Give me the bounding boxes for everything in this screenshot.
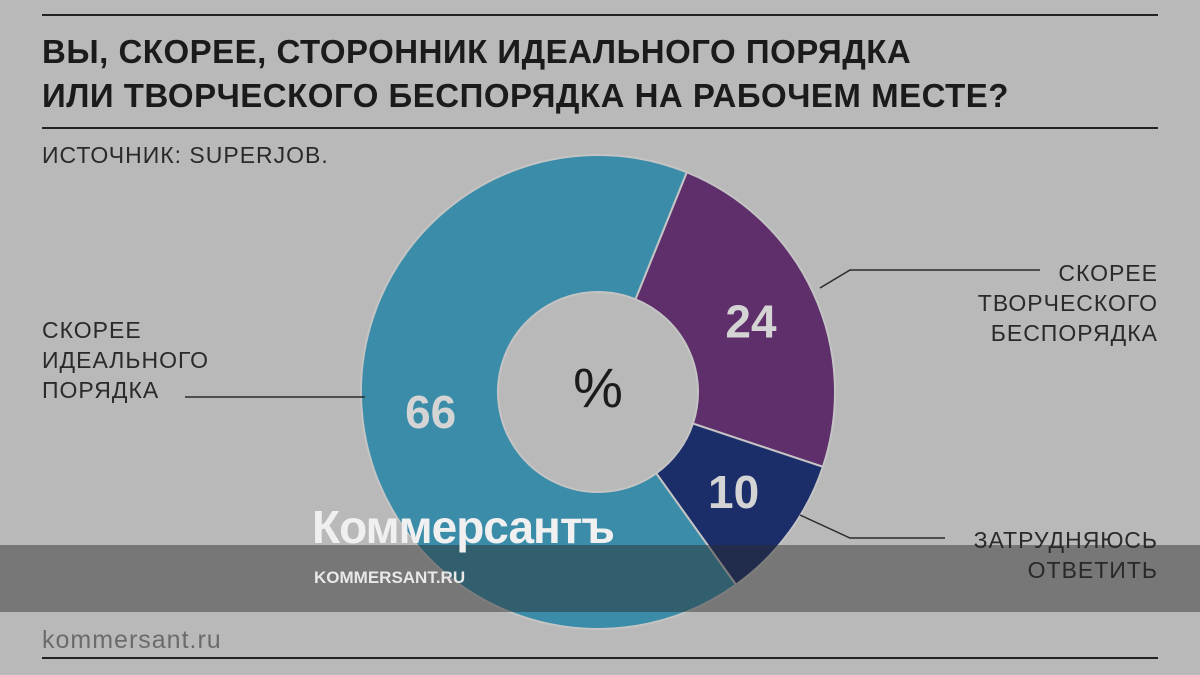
category-label: СКОРЕЕ ИДЕАЛЬНОГО ПОРЯДКА <box>42 317 210 403</box>
value-label: 10 <box>708 466 759 518</box>
center-label: % <box>573 356 623 419</box>
category-label: СКОРЕЕ ТВОРЧЕСКОГО БЕСПОРЯДКА <box>977 260 1158 346</box>
leader-line <box>799 514 945 539</box>
donut-slice <box>360 154 738 630</box>
category-label: ЗАТРУДНЯЮСЬ ОТВЕТИТЬ <box>973 527 1158 583</box>
donut-slice <box>634 170 836 469</box>
leader-line <box>819 269 1040 289</box>
watermark-band <box>0 545 1200 612</box>
value-label: 24 <box>725 295 777 347</box>
watermark-logo: Коммерсантъ <box>312 501 615 553</box>
watermark-url: KOMMERSANT.RU <box>314 568 466 587</box>
footer: kommersant.ru <box>42 626 222 654</box>
subtitle: ИСТОЧНИК: SUPERJOB. <box>42 142 329 168</box>
chart-title: ВЫ, СКОРЕЕ, СТОРОННИК ИДЕАЛЬНОГО ПОРЯДКА… <box>42 33 1009 114</box>
value-label: 66 <box>405 386 456 438</box>
